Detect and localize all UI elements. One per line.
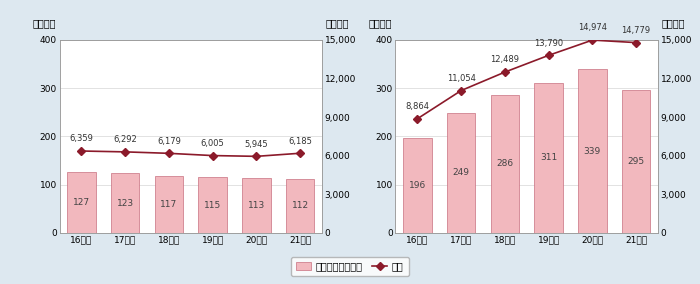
Bar — [447, 113, 475, 233]
Text: 117: 117 — [160, 200, 178, 209]
Text: 13,790: 13,790 — [534, 39, 564, 48]
Bar — [286, 179, 314, 233]
Bar — [67, 172, 96, 233]
Text: 6,005: 6,005 — [201, 139, 225, 148]
Bar — [491, 95, 519, 233]
Text: 196: 196 — [409, 181, 426, 190]
Bar — [155, 176, 183, 233]
Bar — [534, 83, 563, 233]
Text: 11,054: 11,054 — [447, 74, 475, 83]
Text: （億円）: （億円） — [32, 18, 56, 28]
Text: 6,292: 6,292 — [113, 135, 137, 144]
Bar — [111, 174, 139, 233]
Text: 127: 127 — [73, 198, 90, 207]
Text: 14,779: 14,779 — [622, 26, 651, 35]
Bar — [578, 69, 607, 233]
Text: 5,945: 5,945 — [244, 140, 268, 149]
Text: 8,864: 8,864 — [405, 102, 429, 111]
Bar — [403, 138, 432, 233]
Text: 113: 113 — [248, 201, 265, 210]
Bar — [198, 177, 227, 233]
Text: 339: 339 — [584, 147, 601, 156]
Text: 12,489: 12,489 — [491, 55, 519, 64]
Text: 295: 295 — [628, 157, 645, 166]
Text: 311: 311 — [540, 153, 557, 162]
Text: 6,185: 6,185 — [288, 137, 312, 145]
Text: 14,974: 14,974 — [578, 23, 607, 32]
Text: 286: 286 — [496, 159, 513, 168]
Bar — [622, 90, 650, 233]
Text: 112: 112 — [292, 201, 309, 210]
Text: 6,359: 6,359 — [69, 134, 93, 143]
Text: （件数）: （件数） — [662, 18, 685, 28]
Text: 123: 123 — [117, 199, 134, 208]
Text: 249: 249 — [453, 168, 470, 177]
Bar — [242, 178, 271, 233]
Text: （億円）: （億円） — [368, 18, 392, 28]
Legend: 受入金額（億円）, 件数: 受入金額（億円）, 件数 — [291, 256, 409, 276]
Text: （件数）: （件数） — [326, 18, 349, 28]
Text: 115: 115 — [204, 201, 221, 210]
Text: 6,179: 6,179 — [157, 137, 181, 146]
